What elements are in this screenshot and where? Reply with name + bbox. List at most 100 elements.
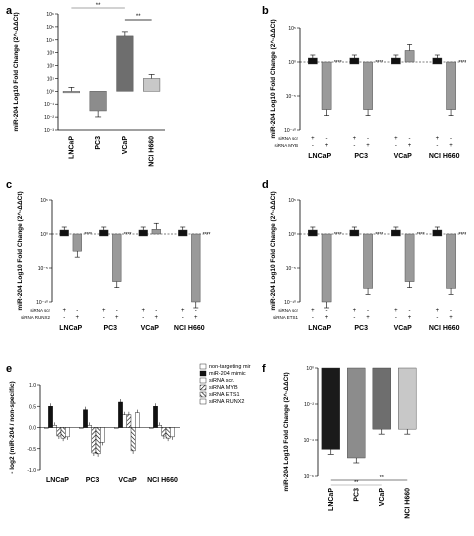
y-tick-label: 10⁰	[288, 232, 296, 238]
y-tick-label: 10⁰	[306, 366, 314, 372]
panel-letter: a	[6, 5, 13, 17]
row-marker: -	[409, 308, 411, 314]
bar	[432, 57, 443, 65]
y-tick-label: 10⁻²	[44, 115, 54, 121]
bar	[89, 91, 107, 112]
bar	[126, 414, 132, 428]
legend-label: non-targeting mir	[209, 364, 251, 370]
row-marker: -	[326, 308, 328, 314]
x-tick-label: VCaP	[394, 325, 413, 332]
y-tick-label: 10²	[47, 64, 55, 70]
x-tick-label: NCI H660	[147, 477, 178, 484]
row-marker: -	[367, 136, 369, 142]
bar	[44, 427, 49, 429]
x-tick-label: NCI H660	[429, 153, 460, 160]
y-tick-label: 0.0	[29, 426, 36, 432]
row-marker: +	[408, 315, 412, 321]
significance-label: ****	[375, 60, 383, 66]
significance-label: ****	[334, 60, 342, 66]
x-tick-label: NCI H660	[149, 136, 156, 167]
x-tick-label: VCaP	[141, 325, 160, 332]
x-tick-label: LNCaP	[328, 488, 335, 511]
row-marker: +	[353, 308, 357, 314]
bar	[99, 229, 109, 237]
row-label: siRNA scr	[278, 308, 298, 313]
x-tick-label: PC3	[86, 477, 100, 484]
y-tick-label: 10⁰	[40, 232, 48, 238]
row-marker: +	[194, 315, 198, 321]
panel-letter: b	[262, 5, 269, 17]
row-marker: -	[142, 315, 144, 321]
bar	[64, 427, 70, 438]
y-tick-label: 10³	[47, 51, 55, 57]
row-label: siRNA scr	[278, 136, 298, 141]
y-tick-label: 10⁻⁵	[38, 266, 48, 272]
row-label: siRNA scr	[30, 308, 50, 313]
bar	[178, 229, 188, 237]
legend-label: siRNA ETS1	[209, 392, 240, 398]
bar	[134, 412, 140, 428]
legend-swatch	[199, 398, 207, 405]
bar	[157, 425, 163, 428]
row-marker: +	[325, 315, 329, 321]
row-marker: +	[62, 308, 66, 314]
bar	[308, 229, 318, 237]
significance-label: ****	[375, 232, 383, 238]
bar	[165, 427, 171, 439]
significance-label: **	[136, 14, 141, 20]
legend-swatch	[199, 363, 207, 370]
row-marker: +	[394, 308, 398, 314]
row-marker: +	[181, 308, 185, 314]
bar	[83, 409, 88, 428]
bar	[48, 406, 53, 428]
y-tick-label: -1.0	[27, 468, 36, 474]
bar	[321, 233, 332, 303]
significance-label: **	[96, 3, 101, 9]
row-marker: +	[311, 308, 315, 314]
row-marker: -	[182, 315, 184, 321]
y-tick-label: 10¹	[47, 76, 55, 82]
y-tick-label: 1.0	[29, 383, 36, 389]
bar	[363, 233, 373, 289]
x-tick-label: LNCaP	[308, 325, 331, 332]
bar	[151, 229, 161, 235]
row-marker: +	[311, 136, 315, 142]
x-tick-label: LNCaP	[308, 153, 331, 160]
y-tick-label: 10⁶	[46, 12, 54, 18]
row-label: siRNA ETS1	[273, 315, 299, 320]
legend-swatch	[199, 384, 207, 391]
row-marker: +	[449, 143, 453, 149]
row-label: siRNA RUNX2	[21, 315, 51, 320]
row-marker: +	[155, 315, 159, 321]
significance-label: ****	[203, 232, 211, 238]
row-marker: +	[436, 308, 440, 314]
row-marker: -	[195, 308, 197, 314]
bar	[56, 427, 62, 437]
y-tick-label: 10⁻²	[304, 402, 314, 408]
y-tick-label: 10⁵	[40, 198, 48, 204]
panel-letter: c	[6, 179, 12, 191]
y-tick-label: 10⁻¹⁰	[284, 300, 296, 306]
y-axis-label: miR-204 Log10 Fold Change (2^-ΔΔCt)	[269, 191, 277, 310]
bar	[169, 427, 175, 438]
y-tick-label: 10⁰	[46, 89, 54, 95]
bar	[78, 427, 84, 429]
x-tick-label: LNCaP	[46, 477, 69, 484]
y-axis-label: miR-204 Log10 Fold Change (2^-ΔΔCt)	[16, 191, 24, 310]
bar	[87, 425, 92, 428]
x-tick-label: PC3	[354, 325, 368, 332]
row-marker: -	[395, 143, 397, 149]
bar	[99, 427, 105, 443]
row-marker: -	[409, 136, 411, 142]
row-marker: +	[449, 315, 453, 321]
bar	[191, 233, 201, 303]
bar	[372, 367, 391, 430]
significance-label: ****	[458, 232, 466, 238]
x-tick-label: VCaP	[394, 153, 413, 160]
y-tick-label: 10⁻³	[44, 128, 54, 134]
row-marker: +	[115, 315, 119, 321]
y-tick-label: 10⁵	[46, 25, 54, 31]
bar	[59, 229, 69, 237]
row-marker: +	[76, 315, 80, 321]
bar	[52, 425, 57, 428]
